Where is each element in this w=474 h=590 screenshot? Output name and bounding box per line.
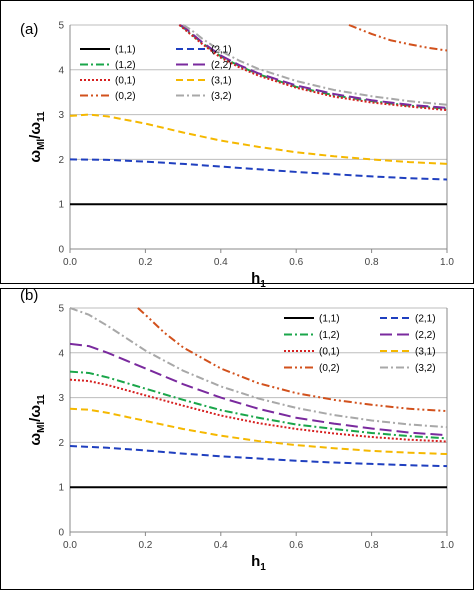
- series-line-12: [70, 370, 447, 440]
- x-axis-label: h1: [251, 270, 266, 290]
- y-tick-label: 1: [58, 200, 64, 211]
- series-line-31: [70, 113, 447, 165]
- x-tick-label: 0.2: [138, 540, 152, 551]
- x-tick-label: 0.6: [289, 540, 303, 551]
- y-axis-label: ωMl/ω11: [27, 111, 47, 163]
- legend-label: (3,1): [211, 76, 232, 87]
- y-tick-label: 0: [58, 245, 64, 256]
- legend: (1,1) (2,1) (1,2) (2,2) (0,1) (3,1) (0,2) (3,2): [80, 45, 232, 102]
- y-tick-label: 2: [58, 155, 64, 166]
- y-tick-label: 0: [58, 528, 64, 539]
- series-line-21: [70, 158, 447, 181]
- x-tick-label: 0.0: [63, 257, 77, 268]
- series-group: [70, 24, 447, 206]
- series-line-01: [70, 378, 447, 443]
- series-line-32: [70, 307, 447, 429]
- x-tick-label: 0.8: [365, 540, 379, 551]
- legend-label: (2,2): [211, 60, 232, 71]
- legend-label: (1,2): [115, 60, 136, 71]
- legend-label: (2,1): [415, 314, 436, 325]
- x-tick-label: 0.4: [214, 540, 228, 551]
- y-tick-label: 3: [58, 393, 64, 404]
- series-line-02: [137, 307, 447, 413]
- x-tick-label: 0.4: [214, 257, 228, 268]
- legend-label: (3,1): [415, 347, 436, 358]
- y-tick-label: 3: [58, 110, 64, 121]
- x-tick-label: 1.0: [440, 540, 454, 551]
- series-line-22: [70, 342, 447, 437]
- x-tick-label: 0.8: [365, 257, 379, 268]
- legend: (1,1) (2,1) (1,2) (2,2) (0,1) (3,1) (0,2) (3,2): [284, 314, 436, 374]
- y-axis-label: ωMl/ω11: [27, 394, 47, 446]
- series-group: [70, 307, 447, 489]
- y-tick-label: 4: [58, 65, 64, 76]
- x-tick-label: 0.2: [138, 257, 152, 268]
- legend-label: (1,2): [319, 330, 340, 341]
- panel-frame: [0, 0, 474, 284]
- y-tick-label: 5: [58, 21, 64, 32]
- legend-label: (1,1): [319, 314, 340, 325]
- legend-label: (1,1): [115, 45, 136, 56]
- series-line-01: [178, 24, 447, 112]
- legend-label: (0,1): [319, 347, 340, 358]
- legend-label: (2,2): [415, 330, 436, 341]
- series-line-32: [182, 24, 447, 106]
- legend-label: (0,2): [115, 91, 136, 102]
- x-tick-label: 0.6: [289, 257, 303, 268]
- series-line-21: [70, 444, 447, 468]
- x-tick-label: 1.0: [440, 257, 454, 268]
- legend-label: (3,2): [211, 91, 232, 102]
- panel-label: (a): [20, 21, 38, 38]
- x-axis-label: h1: [251, 553, 266, 573]
- x-tick-label: 0.0: [63, 540, 77, 551]
- legend-label: (2,1): [211, 45, 232, 56]
- y-tick-label: 2: [58, 438, 64, 449]
- legend-label: (0,2): [319, 363, 340, 374]
- y-tick-label: 1: [58, 483, 64, 494]
- panel-label: (b): [20, 287, 38, 304]
- series-line-31: [70, 407, 447, 456]
- legend-label: (3,2): [415, 363, 436, 374]
- series-line-22: [178, 24, 447, 109]
- y-tick-label: 5: [58, 304, 64, 315]
- series-line-02: [348, 24, 447, 52]
- legend-label: (0,1): [115, 76, 136, 87]
- y-tick-label: 4: [58, 348, 64, 359]
